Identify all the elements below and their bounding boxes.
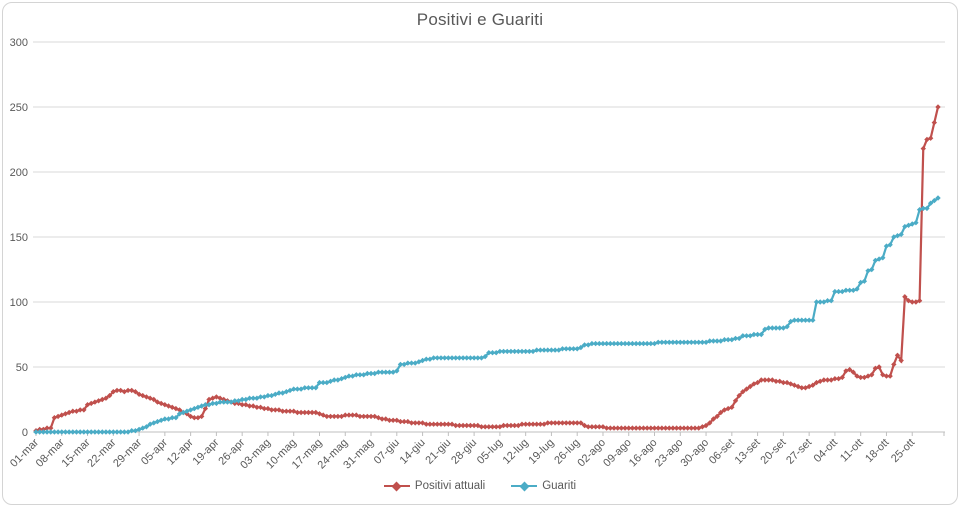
svg-text:11-ott: 11-ott (838, 437, 866, 465)
svg-text:30-ago: 30-ago (678, 437, 711, 470)
svg-text:20-set: 20-set (758, 437, 788, 467)
svg-text:250: 250 (10, 102, 28, 114)
svg-text:200: 200 (10, 167, 28, 179)
svg-text:13-set: 13-set (733, 437, 763, 467)
guariti-line-marker-icon (511, 481, 538, 491)
svg-text:23-ago: 23-ago (653, 437, 686, 470)
svg-text:18-ott: 18-ott (863, 437, 891, 465)
svg-text:05-apr: 05-apr (139, 436, 170, 467)
svg-text:06-set: 06-set (707, 437, 737, 467)
svg-text:28-giu: 28-giu (449, 437, 479, 467)
svg-text:09-ago: 09-ago (601, 437, 634, 470)
svg-text:19-apr: 19-apr (191, 436, 222, 467)
svg-text:150: 150 (10, 232, 28, 244)
legend-label-positivi: Positivi attuali (414, 480, 486, 492)
svg-text:04-ott: 04-ott (812, 437, 840, 465)
legend-item-guariti: Guariti (511, 480, 576, 492)
svg-text:07-giu: 07-giu (372, 437, 402, 467)
svg-text:12-apr: 12-apr (165, 436, 196, 467)
legend-label-guariti: Guariti (542, 480, 577, 492)
svg-text:25-ott: 25-ott (889, 437, 917, 465)
svg-text:100: 100 (10, 297, 28, 309)
legend-item-positivi: Positivi attuali (383, 480, 486, 492)
svg-text:21-giu: 21-giu (423, 437, 453, 467)
svg-text:29-mar: 29-mar (111, 436, 144, 469)
svg-text:12-lug: 12-lug (501, 437, 531, 467)
svg-text:16-ago: 16-ago (627, 437, 660, 470)
chart-title: Positivi e Guariti (416, 10, 544, 29)
svg-text:27-set: 27-set (784, 437, 814, 467)
svg-text:300: 300 (10, 37, 28, 49)
svg-text:19-lug: 19-lug (526, 437, 556, 467)
svg-text:02-ago: 02-ago (575, 437, 608, 470)
svg-text:0: 0 (22, 427, 28, 439)
svg-text:05-lug: 05-lug (475, 437, 505, 467)
positivi-line-marker-icon (383, 481, 410, 491)
svg-text:50: 50 (16, 362, 28, 374)
chart-legend: Positivi attuali Guariti (0, 480, 960, 492)
svg-text:14-giu: 14-giu (398, 437, 428, 467)
